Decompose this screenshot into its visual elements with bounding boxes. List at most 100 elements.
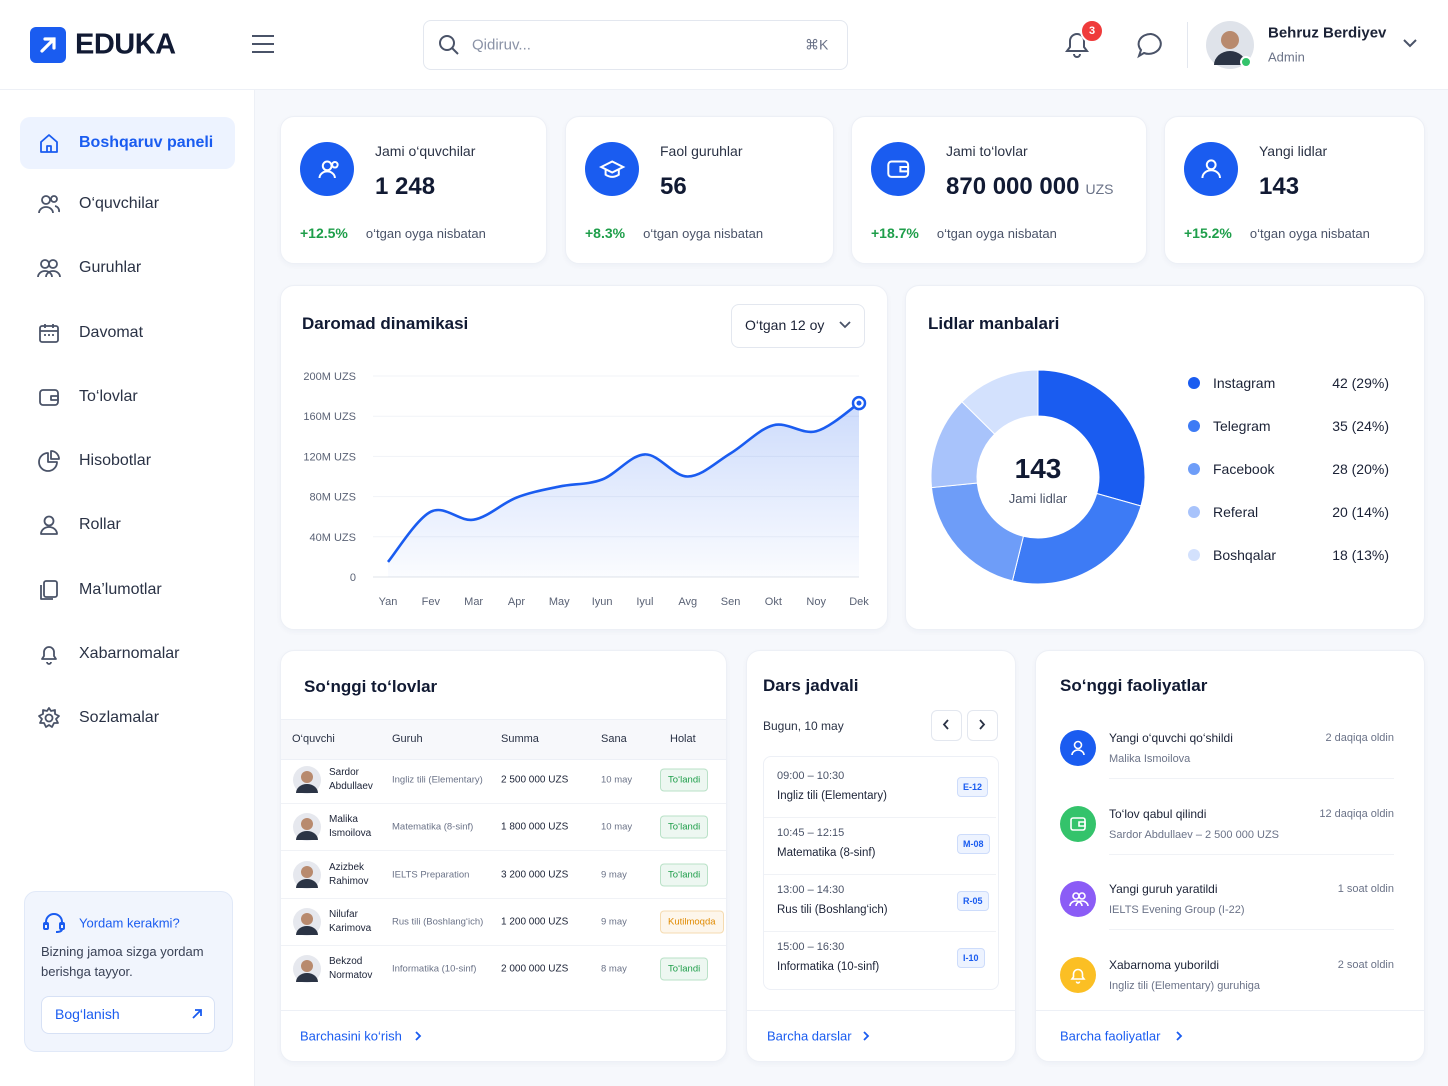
card-title: So‘nggi faoliyatlar: [1060, 676, 1208, 695]
lesson-name: Ingliz tili (Elementary): [777, 790, 887, 802]
stat-value: 56: [660, 173, 687, 200]
help-button[interactable]: Bog‘lanish: [55, 1006, 120, 1022]
stat-unit: UZS: [1085, 181, 1114, 197]
activity-divider: [1109, 929, 1394, 930]
revenue-card: Daromad dinamikasi O‘tgan 12 oy 0 40M UZS 80…: [280, 285, 888, 630]
user-name: Behruz Berdiyev: [1268, 24, 1387, 42]
help-button-box[interactable]: [41, 996, 215, 1034]
payments-card: So‘nggi to‘lovlar O‘quvchi Guruh Summa Sana H…: [280, 650, 727, 1062]
chat-button[interactable]: [1136, 31, 1166, 59]
x-tick-label: May: [549, 596, 570, 608]
date: 9 may: [601, 916, 627, 928]
date: 9 may: [601, 869, 627, 881]
activity-divider: [1109, 853, 1394, 855]
legend-label: Facebook: [1213, 461, 1275, 477]
stat-note: o‘tgan oyga nisbatan: [365, 225, 486, 241]
x-tick-label: Sen: [721, 596, 741, 608]
legend-value: 28 (20%): [1332, 461, 1389, 477]
legend-label: Telegram: [1213, 418, 1271, 434]
avatar[interactable]: [1206, 21, 1256, 71]
x-tick-label: Noy: [806, 596, 826, 608]
y-tick-label: 40M UZS: [310, 532, 356, 544]
donut-hole: [977, 416, 1099, 538]
view-all-link[interactable]: Barcha darslar: [767, 1028, 852, 1044]
user-menu-chevron[interactable]: [1403, 38, 1417, 48]
nav-icon: [40, 580, 58, 600]
activity-icon: [1060, 881, 1096, 917]
notification-badge: [1080, 19, 1104, 43]
search-box[interactable]: [423, 20, 848, 70]
bell-button[interactable]: [1062, 28, 1092, 60]
nav-icon: [38, 450, 60, 472]
student-avatar: [293, 813, 321, 842]
activity-title: Yangi o‘quvchi qo‘shildi: [1109, 731, 1233, 745]
lesson-divider: [764, 874, 996, 875]
card-title: So‘nggi to‘lovlar: [304, 677, 438, 696]
nav-item[interactable]: Boshqaruv paneli: [79, 134, 214, 151]
status: To‘landi: [660, 768, 709, 792]
nav-icon: [39, 389, 59, 406]
legend-value: 42 (29%): [1332, 375, 1389, 391]
donut-center-value: 143: [1015, 453, 1062, 484]
activity-time: 1 soat oldin: [1337, 883, 1394, 895]
nav-item[interactable]: Sozlamalar: [79, 709, 160, 726]
lesson-time: 15:00 – 16:30: [777, 941, 845, 953]
menu-button[interactable]: [251, 34, 275, 54]
period-select[interactable]: [731, 304, 865, 348]
legend-label: Boshqalar: [1213, 547, 1276, 563]
user-role: Admin: [1268, 49, 1305, 65]
help-title: Yordam kerakmi?: [79, 915, 180, 931]
column-header: Sana: [601, 733, 627, 745]
help-icon: [43, 913, 65, 933]
student-avatar: [293, 955, 321, 984]
status: To‘landi: [660, 815, 709, 839]
donut-center-label: Jami lidlar: [1009, 491, 1068, 506]
row-divider: [281, 803, 726, 804]
row-divider: [281, 944, 726, 946]
amount: 2 000 000 UZS: [501, 963, 569, 975]
nav-item[interactable]: Davomat: [79, 324, 144, 341]
nav-item[interactable]: Guruhlar: [79, 259, 142, 276]
x-tick-label: Iyul: [636, 596, 653, 608]
stat-change-row: +15.2% o‘tgan oyga nisbatan: [1184, 225, 1370, 241]
y-tick-label: 120M UZS: [303, 451, 356, 463]
legend-value: 35 (24%): [1332, 418, 1389, 434]
stat-change: +12.5%: [300, 225, 348, 241]
student-name: Azizbek Rahimov: [329, 861, 369, 887]
activity-title: Xabarnoma yuborildi: [1109, 957, 1220, 972]
stat-note: o‘tgan oyga nisbatan: [1249, 225, 1370, 241]
student-name: Bekzod Normatov: [329, 956, 373, 982]
nav-item[interactable]: O‘quvchilar: [79, 195, 160, 212]
stat-card: Jami o‘quvchilar 1 248 +12.5% o‘tgan oyga n…: [280, 116, 547, 264]
group: IELTS Preparation: [392, 869, 470, 881]
nav-item[interactable]: Ma’lumotlar: [79, 581, 162, 598]
date: 10 may: [601, 821, 633, 833]
link-arrow: [863, 1031, 870, 1041]
view-all-link[interactable]: Barchasini ko‘rish: [300, 1028, 402, 1044]
lesson-room: M-08: [957, 834, 990, 854]
lesson-divider: [764, 817, 996, 818]
prev-button[interactable]: [931, 710, 962, 741]
nav-item[interactable]: Hisobotlar: [79, 452, 152, 469]
legend-dot: [1188, 420, 1200, 432]
period-select-label[interactable]: O‘tgan 12 oy: [745, 317, 825, 333]
activity-detail: Ingliz tili (Elementary) guruhiga: [1109, 979, 1261, 992]
link-arrow: [415, 1031, 422, 1041]
stat-icon: [871, 142, 925, 196]
nav-item[interactable]: To‘lovlar: [79, 388, 138, 405]
stat-label: Jami o‘quvchilar: [375, 143, 476, 159]
nav-item[interactable]: Rollar: [79, 516, 121, 533]
column-header: Summa: [501, 733, 539, 745]
lesson-name: Matematika (8-sinf): [777, 847, 876, 859]
student-avatar: [293, 766, 321, 794]
legend-dot: [1188, 549, 1200, 561]
chart-title: Daromad dinamikasi: [302, 314, 469, 333]
nav-item[interactable]: Xabarnomalar: [79, 645, 180, 662]
stat-icon: [300, 142, 354, 196]
stat-value-row: 870 000 000 UZS: [946, 173, 1113, 201]
view-all-link[interactable]: Barcha faoliyatlar: [1060, 1028, 1161, 1044]
activity-time: 2 daqiqa oldin: [1325, 732, 1394, 744]
next-button[interactable]: [967, 710, 998, 741]
